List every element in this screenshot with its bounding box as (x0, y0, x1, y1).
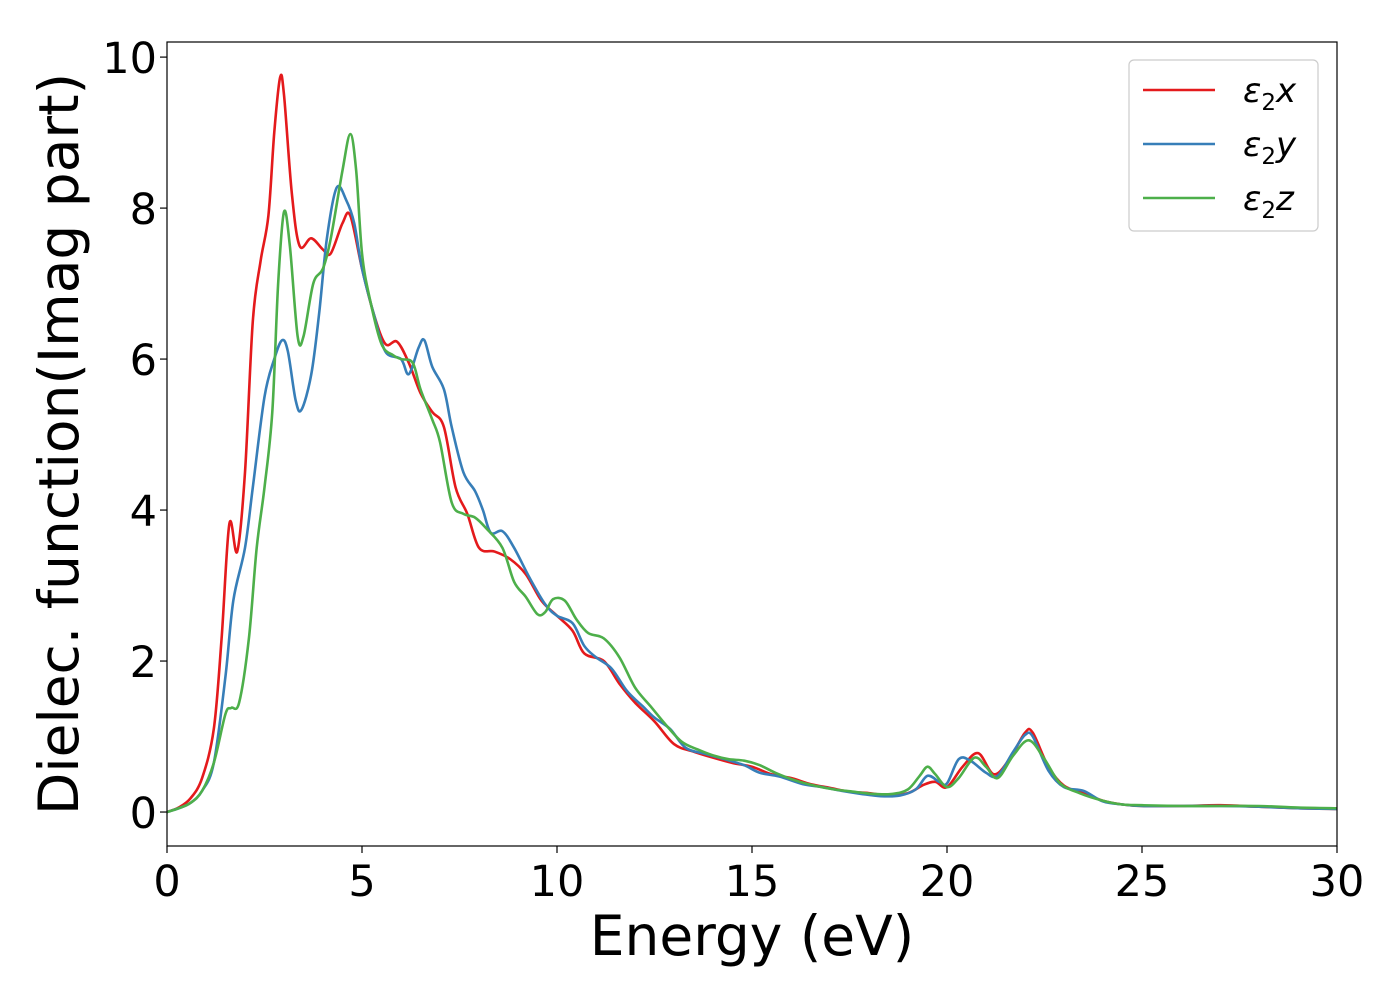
x-tick-label: 5 (348, 857, 375, 907)
legend-items: ε2x ε2y ε2z (1143, 71, 1297, 224)
y-tick-label: 0 (130, 789, 157, 839)
x-tick-label: 20 (920, 857, 975, 907)
ticks-layer: 0 5 10 15 20 25 30 0 2 4 6 8 10 (102, 34, 1364, 907)
x-tick-label: 25 (1115, 857, 1170, 907)
y-axis-title: Dielec. function(Imag part) (27, 73, 91, 815)
y-tick-label: 10 (102, 34, 157, 84)
series-line-y (167, 184, 1337, 814)
legend-box (1128, 59, 1319, 232)
x-tick-label: 0 (153, 857, 180, 907)
x-axis-title: Energy (eV) (590, 904, 914, 968)
series-layer (167, 73, 1337, 814)
legend-label-y: ε2y (1243, 125, 1297, 170)
series-line-z (167, 132, 1337, 814)
legend: ε2x ε2y ε2z (1128, 59, 1319, 232)
y-tick-label: 8 (130, 185, 157, 235)
y-tick-label: 2 (130, 638, 157, 688)
x-tick-label: 10 (530, 857, 585, 907)
x-tick-label: 15 (725, 857, 780, 907)
y-tick-label: 6 (130, 336, 157, 386)
legend-label-x: ε2x (1243, 71, 1297, 116)
y-tick-label: 4 (130, 487, 157, 537)
legend-label-z: ε2z (1243, 179, 1295, 224)
x-tick-label: 30 (1310, 857, 1365, 907)
